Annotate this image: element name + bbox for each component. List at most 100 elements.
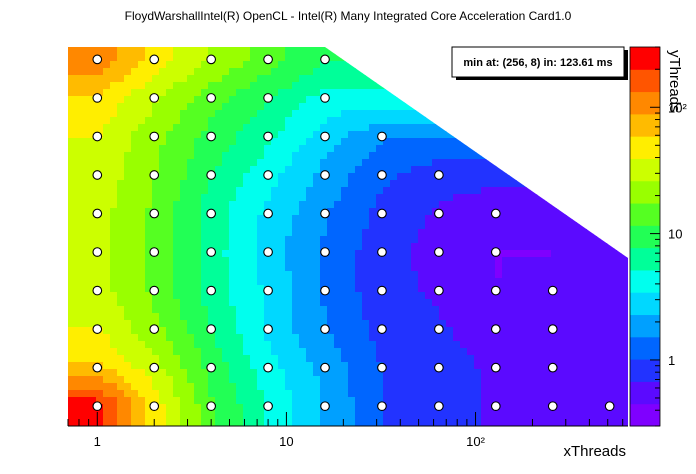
heatmap-cell [236,180,244,188]
heatmap-cell [68,278,76,286]
heatmap-cell [362,89,370,97]
heatmap-cell [537,383,545,391]
heatmap-cell [131,390,139,398]
heatmap-cell [502,110,510,118]
data-point [377,285,387,296]
heatmap-cell [131,411,139,419]
heatmap-cell [117,110,125,118]
heatmap-cell [110,369,118,377]
heatmap-cell [159,124,167,132]
heatmap-cell [271,334,279,342]
heatmap-cell [292,82,300,90]
heatmap-cell [110,243,118,251]
heatmap-cell [565,313,573,321]
heatmap-cell [467,131,475,139]
heatmap-cell [348,257,356,265]
heatmap-cell [516,341,524,349]
heatmap-cell [397,208,405,216]
heatmap-cell [145,215,153,223]
heatmap-cell [621,166,628,174]
heatmap-cell [621,222,628,230]
heatmap-cell [474,390,482,398]
heatmap-cell [453,187,461,195]
heatmap-cell [621,124,628,132]
heatmap-cell [152,82,160,90]
heatmap-cell [621,397,628,405]
heatmap-cell [600,278,608,286]
heatmap-cell [138,166,146,174]
heatmap-cell [131,47,139,55]
heatmap-cell [236,236,244,244]
heatmap-cell [236,103,244,111]
heatmap-cell [509,229,517,237]
heatmap-cell [82,278,90,286]
data-point [206,54,217,65]
heatmap-cell [474,362,482,370]
heatmap-cell [362,75,370,83]
heatmap-cell [173,47,181,55]
heatmap-cell [180,103,188,111]
heatmap-cell [117,194,125,202]
heatmap-cell [404,383,412,391]
heatmap-cell [439,180,447,188]
heatmap-cell [187,299,195,307]
heatmap-cell [306,243,314,251]
heatmap-cell [159,131,167,139]
heatmap-cell [355,243,363,251]
heatmap-cell [579,411,587,419]
heatmap-cell [117,187,125,195]
heatmap-cell [82,348,90,356]
heatmap-cell [418,61,426,69]
heatmap-cell [579,306,587,314]
heatmap-cell [257,166,265,174]
heatmap-cell [68,110,76,118]
heatmap-cell [75,355,83,363]
heatmap-cell [110,376,118,384]
heatmap-cell [355,376,363,384]
heatmap-cell [313,194,321,202]
heatmap-cell [411,236,419,244]
heatmap-cell [138,194,146,202]
heatmap-cell [579,299,587,307]
heatmap-cell [229,138,237,146]
heatmap-cell [369,369,377,377]
heatmap-cell [453,383,461,391]
heatmap-cell [180,96,188,104]
heatmap-cell [495,334,503,342]
heatmap-cell [250,61,258,69]
heatmap-cell [257,306,265,314]
colorbar-band [630,136,660,159]
heatmap-cell [404,285,412,293]
heatmap-cell [586,313,594,321]
heatmap-cell [313,383,321,391]
heatmap-cell [537,236,545,244]
heatmap-cell [474,229,482,237]
heatmap-cell [278,264,286,272]
heatmap-cell [600,145,608,153]
heatmap-cell [544,124,552,132]
heatmap-cell [201,404,209,412]
heatmap-cell [159,383,167,391]
heatmap-cell [250,110,258,118]
heatmap-cell [397,306,405,314]
heatmap-cell [460,180,468,188]
heatmap-cell [187,404,195,412]
heatmap-cell [621,229,628,237]
heatmap-cell [334,236,342,244]
heatmap-cell [292,47,300,55]
heatmap-cell [369,348,377,356]
heatmap-cell [68,397,76,405]
heatmap-cell [271,138,279,146]
heatmap-cell [243,159,251,167]
heatmap-cell [418,390,426,398]
heatmap-cell [271,187,279,195]
heatmap-cell [299,348,307,356]
heatmap-cell [75,292,83,300]
heatmap-cell [551,236,559,244]
heatmap-cell [383,180,391,188]
heatmap-cell [152,110,160,118]
heatmap-cell [446,180,454,188]
heatmap-cell [474,173,482,181]
heatmap-cell [341,68,349,76]
heatmap-cell [460,334,468,342]
